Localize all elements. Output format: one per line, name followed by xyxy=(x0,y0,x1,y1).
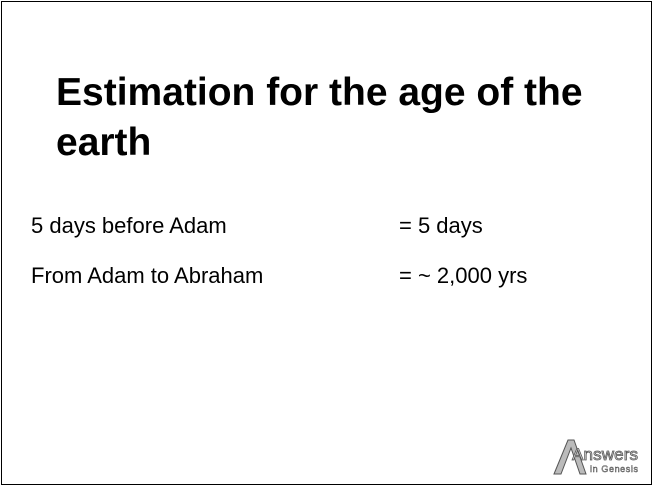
logo-sub: in Genesis xyxy=(590,464,639,474)
logo-name: Answers xyxy=(572,445,638,464)
logo: Answers in Genesis xyxy=(553,439,639,475)
logo-mark xyxy=(553,439,587,475)
slide-title: Estimation for the age of the earth xyxy=(56,71,583,164)
row-label: 5 days before Adam xyxy=(31,213,227,238)
row-value: = ~ 2,000 yrs xyxy=(399,263,528,288)
row-label: From Adam to Abraham xyxy=(31,263,264,288)
row-value: = 5 days xyxy=(399,213,483,238)
